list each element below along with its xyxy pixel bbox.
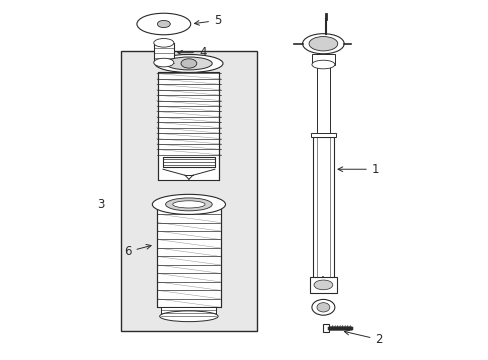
- Ellipse shape: [153, 39, 174, 47]
- Bar: [311, 280, 334, 286]
- Bar: [312, 137, 333, 280]
- Text: 2: 2: [344, 330, 382, 346]
- Ellipse shape: [152, 194, 225, 215]
- Bar: [156, 202, 221, 307]
- Text: 6: 6: [124, 244, 151, 258]
- Ellipse shape: [165, 198, 212, 211]
- Text: 1: 1: [337, 163, 379, 176]
- Text: 3: 3: [97, 198, 104, 211]
- Ellipse shape: [172, 201, 204, 208]
- Bar: [161, 307, 216, 316]
- Ellipse shape: [311, 60, 334, 69]
- Ellipse shape: [160, 311, 218, 321]
- Text: 4: 4: [177, 46, 206, 59]
- Ellipse shape: [316, 303, 329, 312]
- Bar: [310, 133, 335, 137]
- Ellipse shape: [313, 280, 332, 290]
- Bar: [322, 324, 328, 332]
- Ellipse shape: [153, 58, 174, 67]
- Bar: [311, 54, 334, 64]
- Bar: [316, 64, 329, 137]
- Bar: [153, 43, 174, 63]
- Bar: [309, 277, 336, 293]
- Ellipse shape: [311, 300, 334, 315]
- Ellipse shape: [308, 37, 337, 51]
- Ellipse shape: [155, 54, 223, 72]
- Ellipse shape: [181, 59, 196, 68]
- Ellipse shape: [165, 57, 212, 70]
- Bar: [163, 157, 214, 167]
- Ellipse shape: [157, 21, 170, 28]
- Bar: [121, 51, 257, 330]
- Ellipse shape: [137, 13, 190, 35]
- Bar: [158, 72, 219, 180]
- Ellipse shape: [302, 34, 344, 54]
- Text: 5: 5: [194, 14, 221, 27]
